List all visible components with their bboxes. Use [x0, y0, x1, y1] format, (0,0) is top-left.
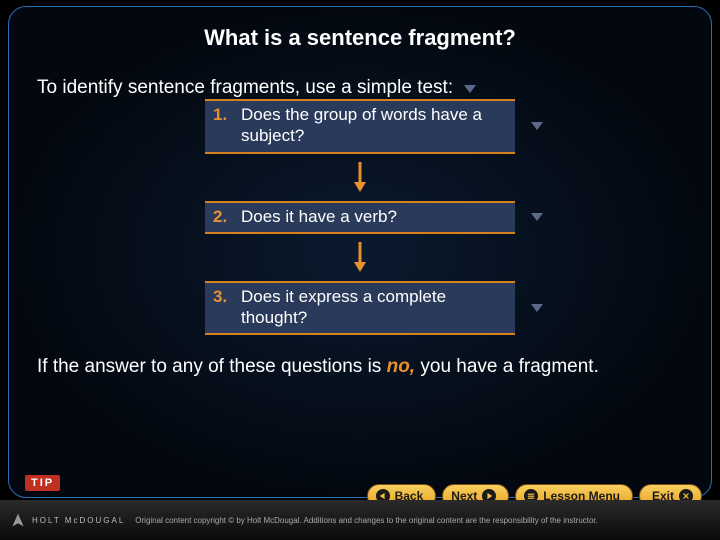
slide-title: What is a sentence fragment?: [37, 25, 683, 51]
step-text: Does it express a complete thought?: [241, 286, 507, 329]
brand-logo-icon: [10, 512, 26, 528]
step-number: 2.: [213, 206, 235, 227]
conclusion-post: you have a fragment.: [415, 356, 599, 377]
chevron-down-icon: [531, 304, 543, 312]
step-box-3: 3. Does it express a complete thought?: [205, 281, 515, 336]
arrow-down-icon: [205, 240, 515, 277]
conclusion-emphasis: no,: [387, 356, 416, 377]
intro-row: To identify sentence fragments, use a si…: [37, 77, 683, 99]
intro-text: To identify sentence fragments, use a si…: [37, 77, 453, 98]
step-box-2: 2. Does it have a verb?: [205, 201, 515, 234]
footer-bar: HOLT McDOUGAL Original content copyright…: [0, 500, 720, 540]
conclusion-text: If the answer to any of these questions …: [37, 355, 683, 380]
step-text: Does it have a verb?: [241, 206, 507, 227]
chevron-down-icon: [531, 122, 543, 130]
step-box-1: 1. Does the group of words have a subjec…: [205, 99, 515, 154]
step-text: Does the group of words have a subject?: [241, 104, 507, 147]
arrow-down-icon: [205, 160, 515, 197]
conclusion-pre: If the answer to any of these questions …: [37, 356, 387, 377]
step-number: 1.: [213, 104, 235, 147]
chevron-down-icon: [464, 85, 476, 93]
chevron-down-icon: [531, 213, 543, 221]
step-number: 3.: [213, 286, 235, 329]
brand-block: HOLT McDOUGAL: [10, 512, 125, 528]
slide-frame: What is a sentence fragment? To identify…: [8, 6, 712, 498]
brand-text: HOLT McDOUGAL: [32, 516, 125, 525]
tip-badge[interactable]: TIP: [25, 475, 60, 491]
copyright-text: Original content copyright © by Holt McD…: [135, 516, 598, 525]
steps-container: 1. Does the group of words have a subjec…: [205, 99, 515, 335]
